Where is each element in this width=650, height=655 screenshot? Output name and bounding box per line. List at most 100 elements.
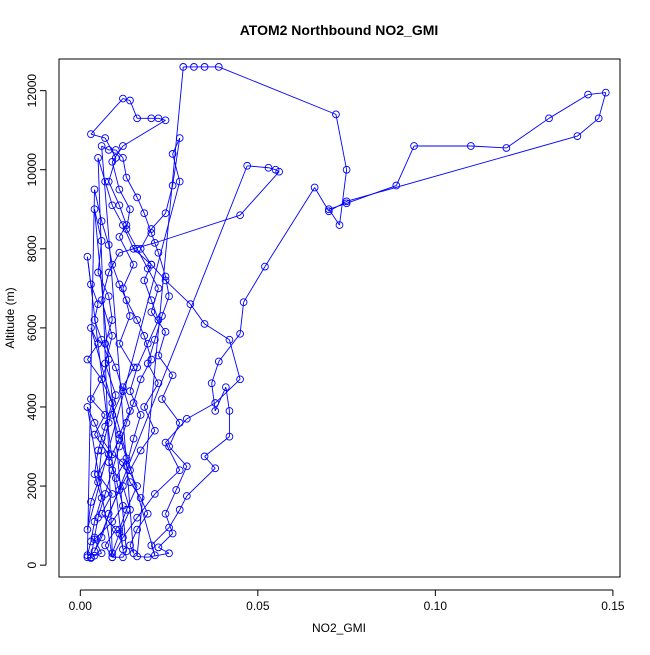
data-point	[136, 411, 145, 419]
data-point	[119, 553, 127, 562]
series-line-segment	[129, 367, 138, 392]
data-point	[108, 331, 117, 340]
series-line-segment	[158, 355, 173, 376]
series-no2-gmi	[83, 63, 610, 562]
data-point	[115, 339, 124, 348]
series-line-segment	[548, 94, 589, 119]
data-point	[147, 260, 156, 269]
data-point	[101, 541, 110, 550]
series-line-segment	[108, 181, 120, 206]
series-line-segment	[158, 546, 170, 554]
x-tick-label: 0.00	[69, 599, 93, 613]
data-point	[87, 395, 95, 403]
data-point	[101, 177, 110, 186]
data-point	[111, 146, 120, 154]
series-line-segment	[86, 256, 92, 285]
series-line-segment	[115, 367, 124, 392]
series-line-segment	[186, 467, 216, 497]
data-point	[154, 543, 163, 552]
data-point	[310, 183, 319, 192]
series-line-segment	[90, 98, 124, 135]
data-point	[225, 432, 234, 441]
data-point	[94, 470, 102, 479]
data-point	[143, 339, 152, 348]
data-point	[90, 185, 99, 194]
y-tick-label: 4000	[25, 393, 39, 420]
data-point	[182, 462, 191, 471]
data-point	[90, 470, 99, 479]
series-line-segment	[97, 157, 113, 554]
data-point	[119, 94, 127, 103]
series-line-segment	[104, 335, 113, 364]
series-line-segment	[111, 161, 120, 190]
data-point	[168, 150, 177, 158]
series-line-segment	[129, 545, 134, 554]
series-line-segment	[150, 311, 166, 333]
series-line-segment	[168, 422, 181, 447]
y-axis: 0 2000 4000 6000 8000 10000 12000	[25, 74, 47, 568]
data-point	[175, 177, 184, 186]
series-line-segment	[118, 315, 131, 344]
data-point	[129, 434, 138, 443]
series-line-segment	[94, 497, 103, 522]
data-point	[342, 199, 351, 208]
data-point	[182, 492, 191, 500]
series-line-segment	[122, 224, 134, 249]
series-line-segment	[218, 66, 337, 115]
data-point	[182, 414, 191, 423]
series-line-segment	[122, 288, 131, 317]
data-point	[115, 442, 124, 451]
series-line-segment	[214, 378, 241, 404]
series-line-segment	[147, 319, 159, 344]
series-line-segment	[157, 331, 166, 356]
data-point	[104, 355, 113, 364]
series-line-segment	[122, 119, 166, 147]
data-point	[165, 549, 173, 558]
series-line-segment	[154, 214, 241, 244]
series-line-segment	[186, 402, 216, 420]
data-point	[151, 239, 159, 247]
data-point	[83, 252, 92, 261]
data-point	[172, 486, 181, 494]
series-line-segment	[165, 442, 181, 471]
y-axis-label: Altitude (m)	[3, 287, 17, 348]
data-point	[342, 197, 351, 206]
data-point	[154, 284, 163, 293]
series-line-segment	[122, 264, 134, 289]
data-point	[129, 260, 138, 269]
data-point	[502, 144, 511, 152]
data-point	[140, 403, 149, 411]
data-point	[115, 185, 124, 194]
series-line-segment	[339, 169, 348, 226]
series-line-segment	[136, 66, 184, 557]
series-line-segment	[94, 189, 103, 222]
data-point	[111, 474, 120, 482]
series-line-segment	[346, 135, 578, 202]
data-point	[94, 478, 102, 486]
x-tick-label: 0.15	[601, 599, 625, 613]
data-point	[115, 434, 124, 443]
data-point	[87, 130, 95, 138]
series-line-segment	[165, 489, 177, 514]
data-point	[119, 545, 127, 554]
data-point	[126, 407, 134, 415]
data-point	[87, 324, 95, 332]
data-point	[115, 280, 124, 289]
series-line-segment	[133, 379, 142, 404]
data-point	[140, 331, 149, 340]
series-line-segment	[126, 485, 138, 510]
data-point	[115, 525, 124, 534]
data-point	[179, 63, 188, 71]
series-line-segment	[133, 248, 152, 265]
series-line-segment	[90, 327, 156, 556]
data-point	[147, 541, 156, 550]
series-line-segment	[97, 272, 110, 297]
data-point	[115, 248, 124, 257]
data-point	[584, 90, 592, 99]
data-point	[97, 549, 106, 558]
data-point	[119, 154, 127, 162]
data-point	[111, 363, 120, 372]
data-point	[214, 63, 223, 71]
series-line-segment	[150, 527, 170, 546]
series-line-segment	[165, 280, 191, 305]
